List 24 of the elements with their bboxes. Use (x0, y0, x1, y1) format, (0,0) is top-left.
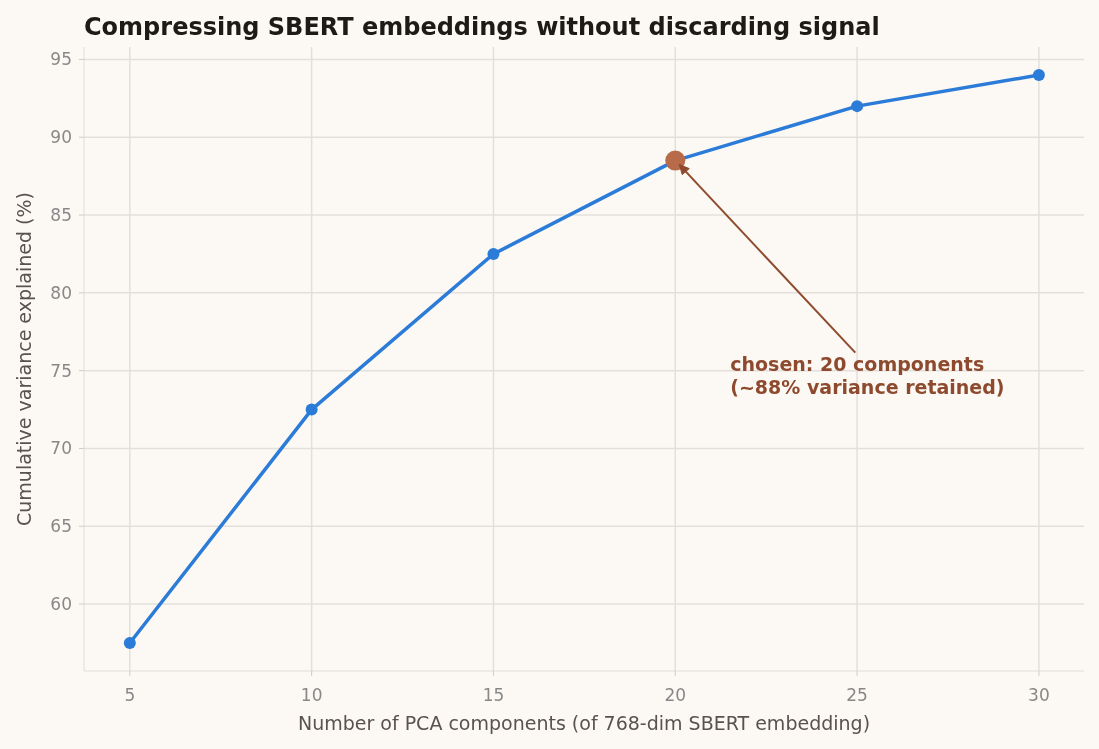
y-tick-label: 85 (50, 205, 72, 226)
x-tick-label: 15 (482, 685, 505, 705)
annotation: chosen: 20 components (~88% variance retained) (730, 352, 1005, 398)
point (1032, 69, 1045, 82)
point (305, 403, 318, 416)
x-tick-label: 5 (124, 685, 136, 705)
y-tick-label: 60 (50, 594, 72, 615)
point (123, 636, 136, 649)
x-axis-title: Number of PCA components (of 768-dim SBERT embedding) (297, 712, 871, 734)
y-tick-label: 65 (50, 516, 72, 537)
y-tick-label: 80 (50, 282, 72, 303)
x-tick-label: 25 (846, 685, 868, 705)
y-tick-label: 70 (50, 438, 72, 459)
y-axis-title: Cumulative variance explained (%) (13, 192, 35, 526)
x-tick-label: 30 (1028, 685, 1050, 705)
point (487, 247, 500, 260)
x-tick-label: 20 (664, 685, 687, 705)
chart-title: Compressing SBERT embeddings without discarding signal (84, 13, 880, 41)
y-tick-label: 95 (50, 49, 72, 70)
y-tick-label: 90 (50, 127, 72, 148)
point (665, 150, 686, 171)
x-tick-label: 10 (300, 685, 323, 705)
y-tick-label: 75 (50, 360, 72, 381)
point (851, 100, 864, 113)
